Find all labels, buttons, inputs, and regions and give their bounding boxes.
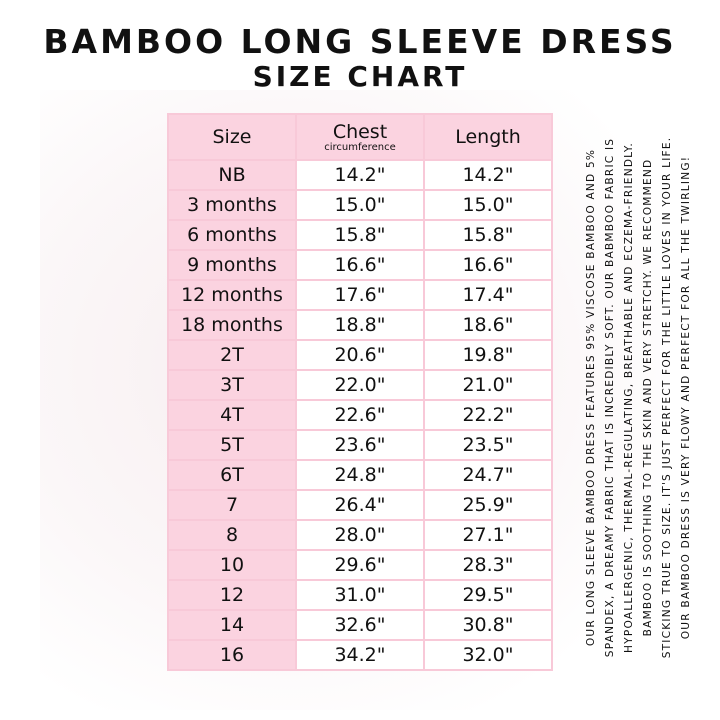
chest-cell: 15.0" <box>295 189 425 221</box>
header-chest-label: Chest <box>332 121 388 143</box>
table-row: 12 months 17.6" 17.4" <box>167 279 553 311</box>
size-cell: 6 months <box>167 219 297 251</box>
length-cell: 23.5" <box>423 429 553 461</box>
table-row: 9 months 16.6" 16.6" <box>167 249 553 281</box>
size-cell: 10 <box>167 549 297 581</box>
size-cell: 14 <box>167 609 297 641</box>
length-cell: 29.5" <box>423 579 553 611</box>
size-cell: 5T <box>167 429 297 461</box>
length-cell: 32.0" <box>423 639 553 671</box>
size-cell: 7 <box>167 489 297 521</box>
table-row: 5T 23.6" 23.5" <box>167 429 553 461</box>
length-cell: 25.9" <box>423 489 553 521</box>
length-cell: 15.0" <box>423 189 553 221</box>
chest-cell: 16.6" <box>295 249 425 281</box>
chest-cell: 32.6" <box>295 609 425 641</box>
description-line: HYPOALLERGENIC, THERMAL-REGULATING, BREA… <box>623 142 635 653</box>
table-row: 4T 22.6" 22.2" <box>167 399 553 431</box>
chest-cell: 29.6" <box>295 549 425 581</box>
description-line: BAMBOO IS SOOTHING TO THE SKIN AND VERY … <box>642 158 654 637</box>
table-row: NB 14.2" 14.2" <box>167 159 553 191</box>
header-chest: Chest circumference <box>295 113 425 161</box>
page-title: BAMBOO LONG SLEEVE DRESS <box>43 22 677 61</box>
table-row: 14 32.6" 30.8" <box>167 609 553 641</box>
size-chart-table: Size Chest circumference Length NB 14.2" 14… <box>167 113 553 671</box>
table-header-row: Size Chest circumference Length <box>167 113 553 161</box>
chest-cell: 18.8" <box>295 309 425 341</box>
length-cell: 15.8" <box>423 219 553 251</box>
length-cell: 18.6" <box>423 309 553 341</box>
description-line: OUR LONG SLEEVE BAMBOO DRESS FEATURES 95… <box>585 148 597 647</box>
length-cell: 22.2" <box>423 399 553 431</box>
table-row: 12 31.0" 29.5" <box>167 579 553 611</box>
table-row: 8 28.0" 27.1" <box>167 519 553 551</box>
size-cell: 4T <box>167 399 297 431</box>
chest-cell: 34.2" <box>295 639 425 671</box>
chest-cell: 28.0" <box>295 519 425 551</box>
description-line: SPANDEX, A DREAMY FABRIC THAT IS INCREDI… <box>604 137 616 658</box>
table-row: 18 months 18.8" 18.6" <box>167 309 553 341</box>
chest-cell: 26.4" <box>295 489 425 521</box>
chest-cell: 24.8" <box>295 459 425 491</box>
length-cell: 17.4" <box>423 279 553 311</box>
chest-cell: 22.0" <box>295 369 425 401</box>
table-row: 6 months 15.8" 15.8" <box>167 219 553 251</box>
size-cell: 3 months <box>167 189 297 221</box>
product-description: OUR LONG SLEEVE BAMBOO DRESS FEATURES 95… <box>582 90 697 705</box>
table-row: 10 29.6" 28.3" <box>167 549 553 581</box>
length-cell: 27.1" <box>423 519 553 551</box>
page-subtitle: SIZE CHART <box>252 60 468 93</box>
size-cell: 18 months <box>167 309 297 341</box>
chest-cell: 14.2" <box>295 159 425 191</box>
size-cell: 9 months <box>167 249 297 281</box>
table-row: 3T 22.0" 21.0" <box>167 369 553 401</box>
chest-cell: 17.6" <box>295 279 425 311</box>
table-row: 7 26.4" 25.9" <box>167 489 553 521</box>
chest-cell: 22.6" <box>295 399 425 431</box>
table-row: 16 34.2" 32.0" <box>167 639 553 671</box>
length-cell: 14.2" <box>423 159 553 191</box>
chest-cell: 15.8" <box>295 219 425 251</box>
size-cell: 8 <box>167 519 297 551</box>
chest-cell: 31.0" <box>295 579 425 611</box>
size-cell: 2T <box>167 339 297 371</box>
description-line: OUR BAMBOO DRESS IS VERY FLOWY AND PERFE… <box>680 155 692 640</box>
size-cell: 12 <box>167 579 297 611</box>
size-cell: 3T <box>167 369 297 401</box>
header-length: Length <box>423 113 553 161</box>
description-line: STICKING TRUE TO SIZE. IT'S JUST PERFECT… <box>661 136 673 659</box>
length-cell: 19.8" <box>423 339 553 371</box>
length-cell: 30.8" <box>423 609 553 641</box>
chest-cell: 20.6" <box>295 339 425 371</box>
table-row: 6T 24.8" 24.7" <box>167 459 553 491</box>
chest-cell: 23.6" <box>295 429 425 461</box>
header-chest-sub: circumference <box>324 142 396 153</box>
size-cell: 16 <box>167 639 297 671</box>
table-row: 2T 20.6" 19.8" <box>167 339 553 371</box>
table-row: 3 months 15.0" 15.0" <box>167 189 553 221</box>
header-size: Size <box>167 113 297 161</box>
length-cell: 16.6" <box>423 249 553 281</box>
length-cell: 21.0" <box>423 369 553 401</box>
size-cell: 6T <box>167 459 297 491</box>
length-cell: 28.3" <box>423 549 553 581</box>
size-cell: 12 months <box>167 279 297 311</box>
length-cell: 24.7" <box>423 459 553 491</box>
size-cell: NB <box>167 159 297 191</box>
